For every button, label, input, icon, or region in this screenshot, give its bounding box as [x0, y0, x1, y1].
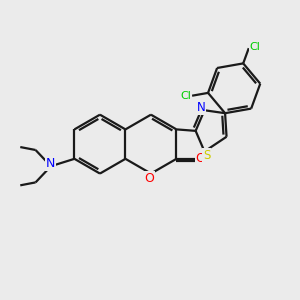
Text: S: S — [203, 149, 211, 162]
Text: O: O — [145, 172, 154, 185]
Text: N: N — [196, 101, 205, 114]
Text: O: O — [196, 152, 206, 165]
Text: Cl: Cl — [250, 42, 261, 52]
Text: N: N — [46, 157, 56, 170]
Text: Cl: Cl — [181, 91, 192, 101]
